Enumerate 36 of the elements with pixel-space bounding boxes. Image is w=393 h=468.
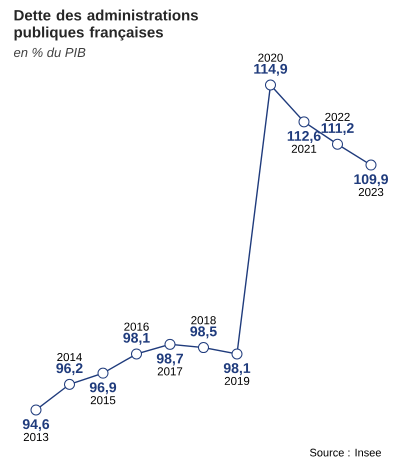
point xyxy=(198,342,209,354)
data-label: 98,7 xyxy=(156,354,183,366)
x-tick-label: 2022 xyxy=(325,112,350,121)
data-label: 98,1 xyxy=(224,363,250,376)
data-label: 94,6 xyxy=(22,419,50,432)
point xyxy=(298,116,310,128)
point xyxy=(64,378,75,390)
data-label: 96,9 xyxy=(90,382,116,394)
source-note: Source : Insee xyxy=(310,448,381,456)
point xyxy=(30,404,42,416)
chart-title: Dette des administrations publiques françaises xyxy=(14,10,198,41)
chart-subtitle: en % du PIB xyxy=(14,48,86,58)
x-tick-label: 2021 xyxy=(292,144,316,153)
point xyxy=(365,160,376,171)
data-label: 114,9 xyxy=(254,64,288,76)
point xyxy=(332,138,343,150)
x-tick-label: 2018 xyxy=(191,316,216,324)
x-tick-label: 2020 xyxy=(258,54,283,62)
data-label: 109,9 xyxy=(354,174,388,186)
point xyxy=(97,368,108,379)
data-label: 112,6 xyxy=(288,131,321,143)
x-tick-label: 2013 xyxy=(24,432,48,442)
point xyxy=(130,348,142,360)
data-label: 111,2 xyxy=(322,123,354,136)
x-tick-label: 2016 xyxy=(124,322,149,331)
x-tick-label: 2023 xyxy=(358,188,384,196)
data-label: 96,2 xyxy=(56,363,83,376)
data-label: 98,1 xyxy=(123,332,150,345)
x-tick-label: 2017 xyxy=(158,367,182,376)
point xyxy=(264,80,276,90)
x-tick-label: 2014 xyxy=(57,352,82,362)
point xyxy=(231,348,242,360)
x-tick-label: 2015 xyxy=(90,396,116,404)
data-label: 98,5 xyxy=(190,326,217,338)
x-tick-label: 2019 xyxy=(224,376,250,386)
point xyxy=(164,338,176,350)
